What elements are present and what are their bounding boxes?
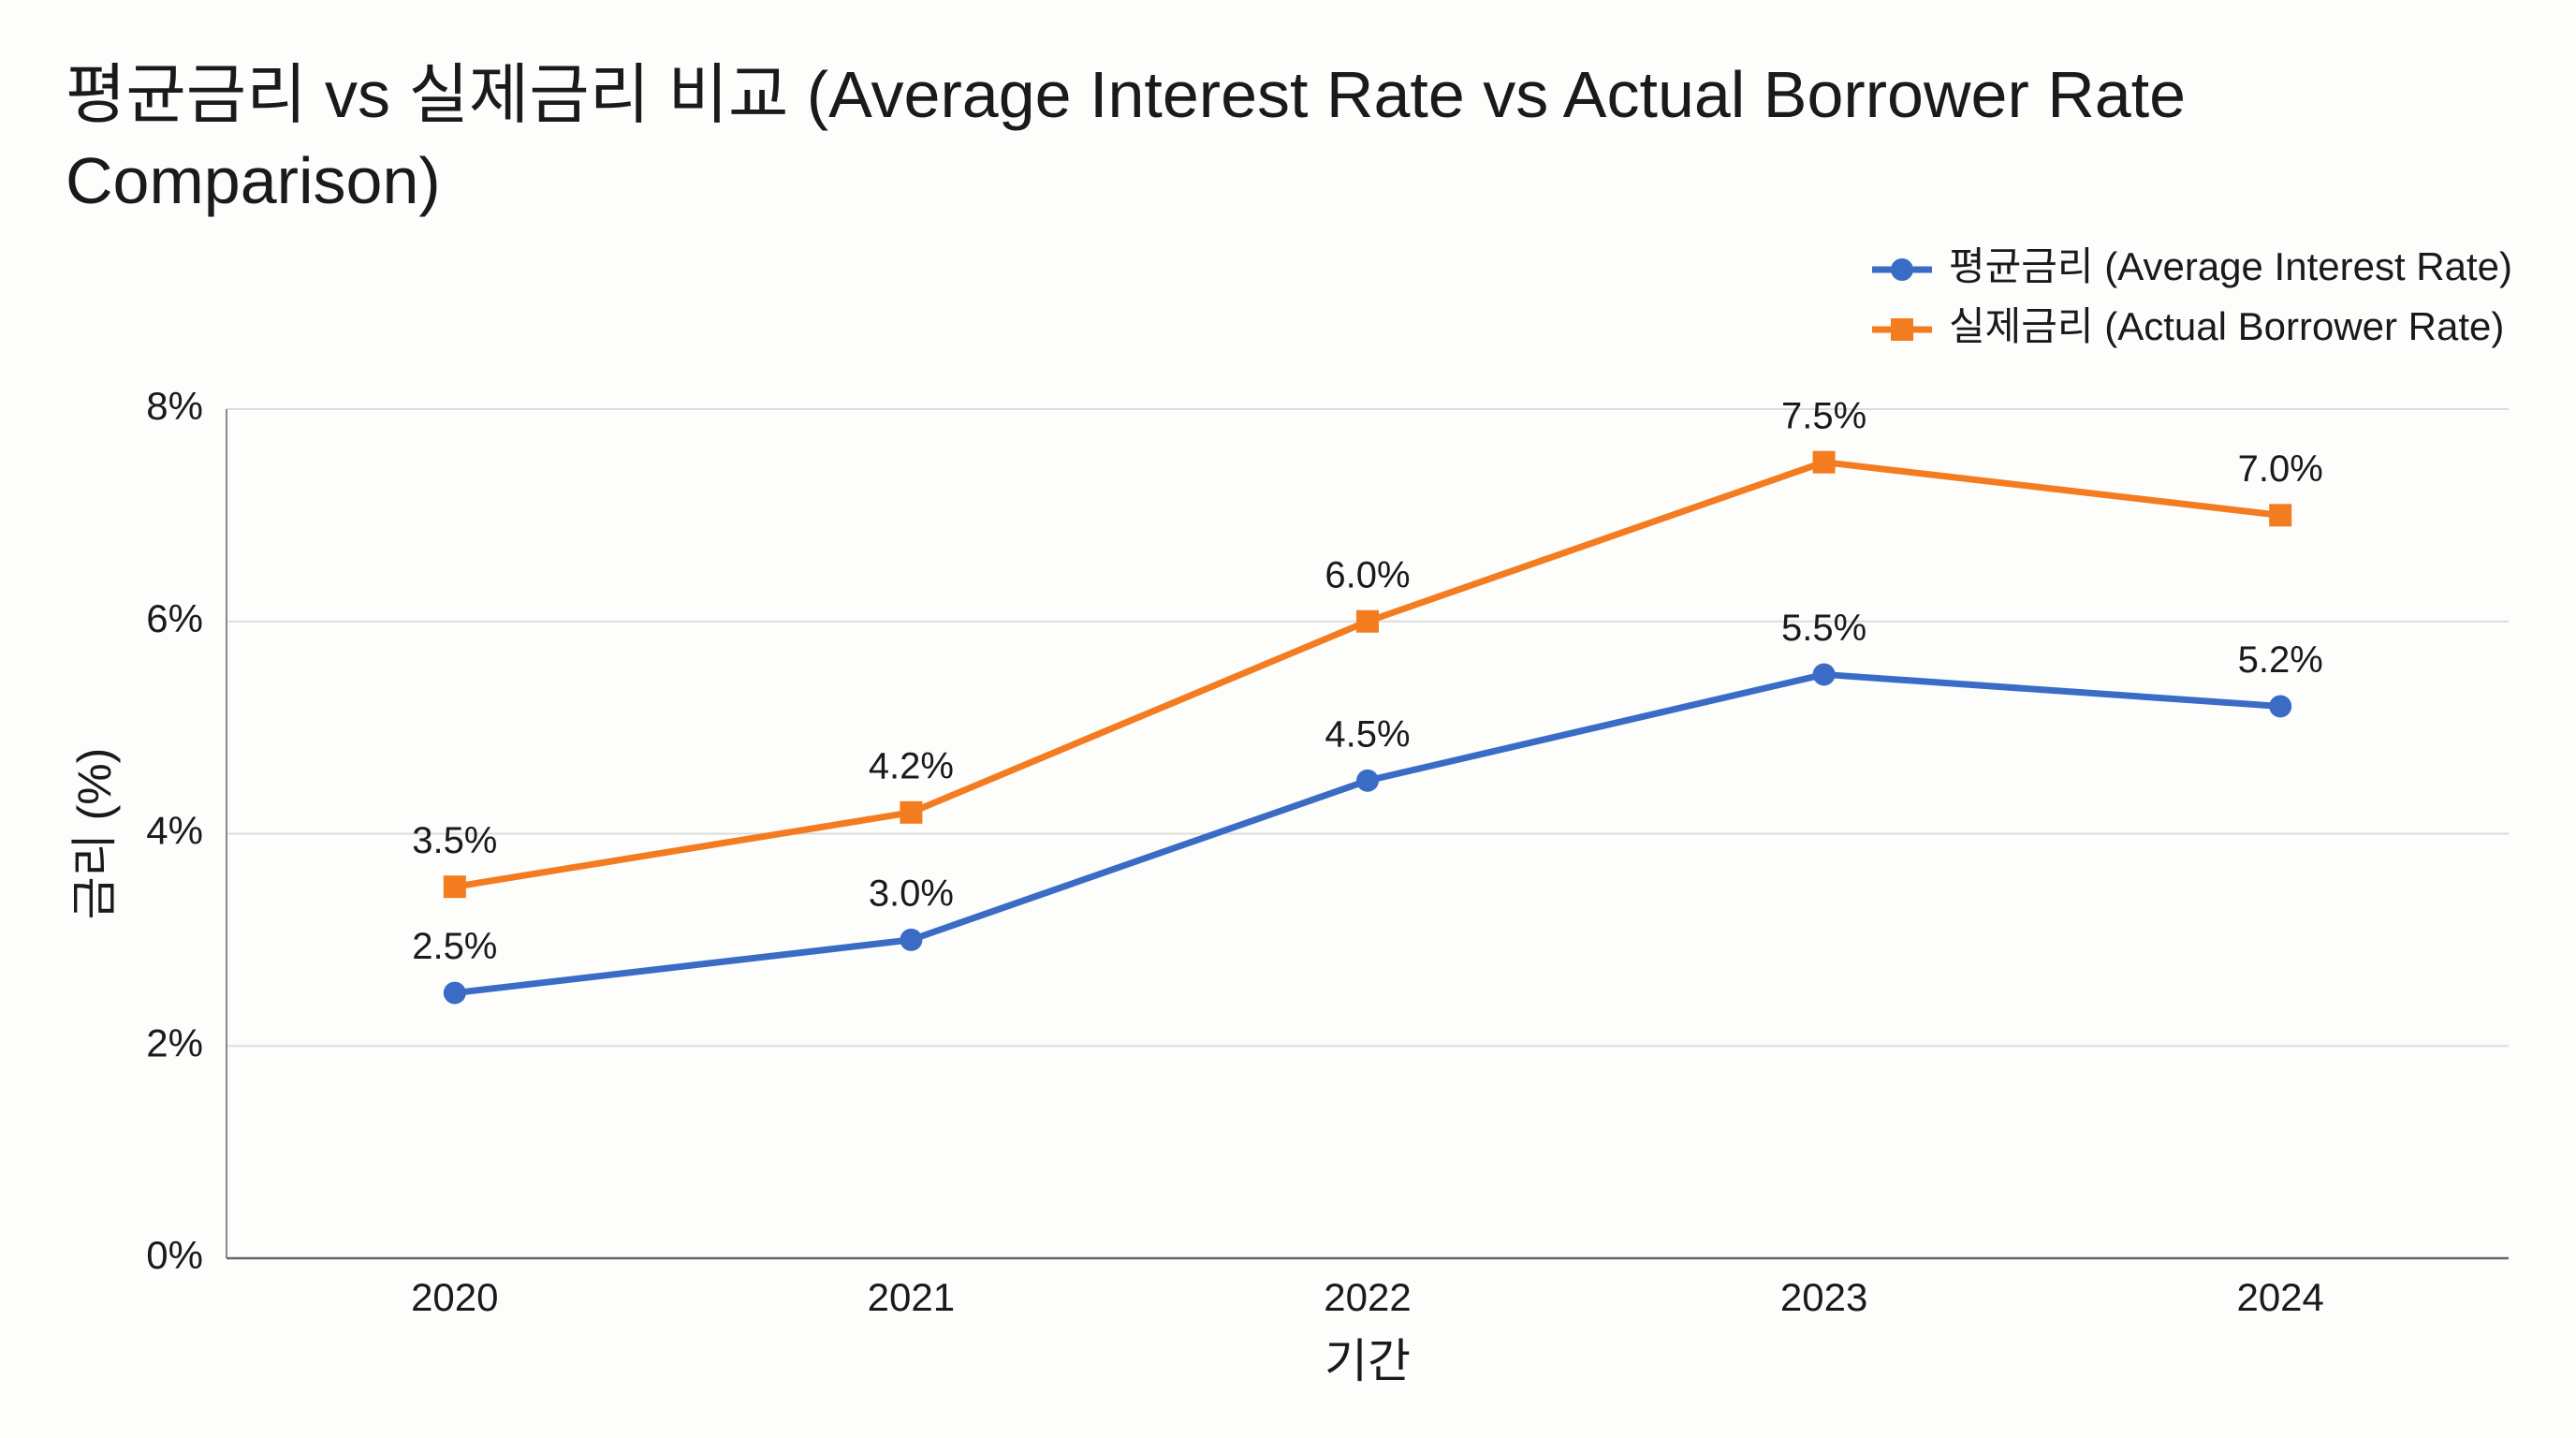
x-tick-label: 2022 — [1324, 1275, 1411, 1319]
data-point — [443, 981, 466, 1005]
series-line — [454, 459, 2281, 890]
data-point — [1356, 609, 1379, 633]
data-point — [443, 875, 466, 899]
data-label: 7.5% — [1781, 395, 1866, 436]
data-point — [900, 928, 923, 951]
data-point — [1812, 450, 1836, 474]
data-point — [1891, 258, 1913, 281]
data-label: 2.5% — [412, 926, 497, 967]
y-tick-label: 4% — [146, 809, 203, 853]
data-point — [1812, 663, 1836, 686]
data-point — [1891, 318, 1913, 341]
y-tick-label: 6% — [146, 596, 203, 640]
data-label: 3.0% — [869, 873, 954, 914]
data-label: 5.2% — [2238, 639, 2323, 681]
x-axis-title: 기간 — [1325, 1335, 1411, 1387]
data-label: 3.5% — [412, 820, 497, 861]
data-label: 4.5% — [1325, 713, 1410, 755]
y-tick-label: 2% — [146, 1020, 203, 1064]
data-label: 4.2% — [869, 745, 954, 786]
data-point — [2269, 695, 2292, 718]
data-point — [900, 800, 923, 824]
y-tick-label: 8% — [146, 384, 203, 428]
x-tick-label: 2020 — [411, 1275, 498, 1319]
x-tick-label: 2023 — [1780, 1275, 1867, 1319]
y-tick-label: 0% — [146, 1233, 203, 1277]
data-point — [2269, 504, 2292, 527]
data-label: 7.0% — [2238, 448, 2323, 490]
data-point — [1356, 769, 1379, 792]
x-tick-label: 2021 — [868, 1275, 955, 1319]
x-tick-label: 2024 — [2236, 1275, 2323, 1319]
y-axis-title: 금리 (%) — [68, 748, 121, 920]
data-label: 5.5% — [1781, 608, 1866, 649]
chart-title: 평균금리 vs 실제금리 비교 (Average Interest Rate v… — [66, 58, 2187, 217]
legend-label: 평균금리 (Average Interest Rate) — [1949, 244, 2512, 288]
data-label: 6.0% — [1325, 554, 1410, 595]
legend-label: 실제금리 (Actual Borrower Rate) — [1949, 304, 2504, 348]
